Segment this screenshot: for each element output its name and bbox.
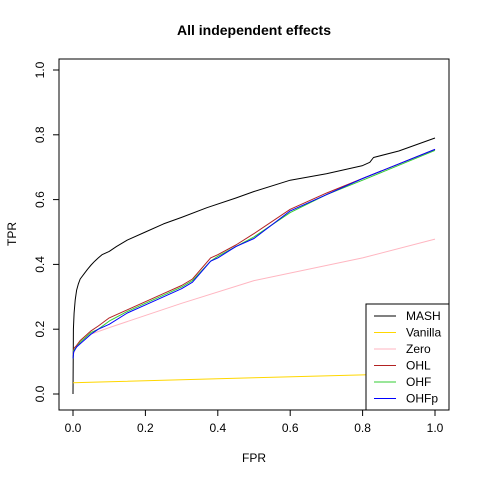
y-tick-label: 0.8 [33, 126, 47, 143]
y-tick-label: 0.4 [33, 256, 47, 273]
x-tick-label: 0.4 [209, 421, 226, 435]
x-tick-label: 0.0 [65, 421, 82, 435]
legend: MASH Vanilla Zero OHL OHF OHFp [365, 303, 450, 411]
legend-label-ohl: OHL [406, 359, 431, 373]
series-line-ohl [72, 148, 436, 359]
y-tick-label: 0.6 [33, 191, 47, 208]
series-line-ohfp [72, 148, 436, 359]
series-layer [72, 137, 436, 395]
y-tick-label: 0.0 [33, 385, 47, 402]
legend-label-mash: MASH [406, 309, 441, 323]
chart-title: All independent effects [177, 22, 331, 38]
x-tick-label: 0.6 [282, 421, 299, 435]
y-tick-label: 0.2 [33, 321, 47, 338]
x-tick-label: 1.0 [427, 421, 444, 435]
legend-label-zero: Zero [406, 342, 431, 356]
x-axis: 0.0 0.2 0.4 0.6 0.8 1.0 [65, 409, 444, 435]
x-axis-label: FPR [242, 451, 266, 465]
legend-label-ohfp: OHFp [406, 392, 438, 406]
y-axis: 0.0 0.2 0.4 0.6 0.8 1.0 [33, 61, 60, 402]
y-axis-label: TPR [5, 222, 19, 246]
legend-box [365, 303, 450, 411]
series-line-mash [72, 137, 436, 395]
legend-label-ohf: OHF [406, 375, 431, 389]
y-tick-label: 1.0 [33, 61, 47, 78]
x-tick-label: 0.2 [137, 421, 154, 435]
x-tick-label: 0.8 [354, 421, 371, 435]
legend-label-vanilla: Vanilla [406, 326, 441, 340]
